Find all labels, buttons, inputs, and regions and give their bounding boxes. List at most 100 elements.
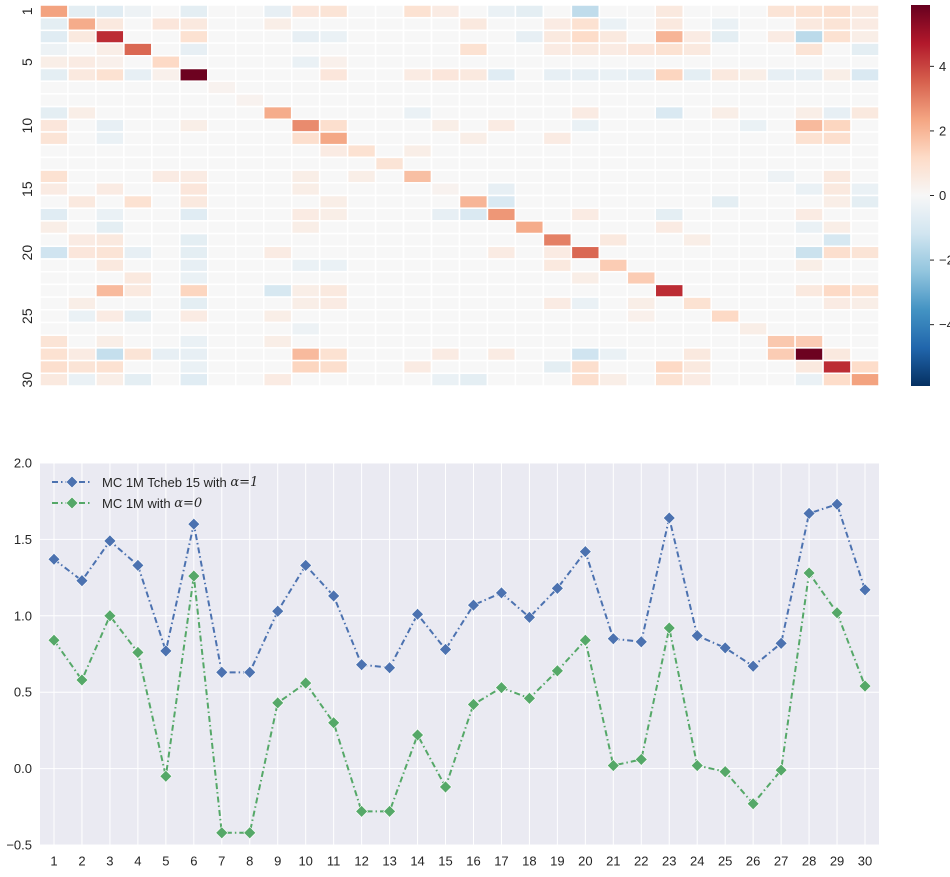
- heatmap-cell: [458, 93, 489, 108]
- heatmap-cell: [95, 143, 125, 159]
- x-tick-label: 7: [218, 854, 225, 869]
- heatmap-cell: [346, 169, 377, 184]
- heatmap-cell: [682, 220, 712, 235]
- heatmap-cell: [430, 93, 461, 108]
- heatmap-cell: [486, 80, 517, 95]
- heatmap-cell: [542, 131, 573, 146]
- heatmap-cell: [67, 80, 97, 95]
- heatmap-cell: [794, 131, 824, 146]
- heatmap-cell: [598, 220, 629, 235]
- heatmap-cell: [654, 283, 684, 298]
- x-tick-label: 12: [354, 854, 368, 869]
- heatmap-cell: [39, 359, 69, 375]
- heatmap-cell: [514, 334, 545, 349]
- heatmap-row-label: 1: [19, 7, 35, 15]
- heatmap-cell: [654, 296, 684, 311]
- heatmap-cell: [794, 194, 824, 209]
- heatmap-cell: [262, 232, 293, 248]
- heatmap-cell: [542, 207, 573, 222]
- heatmap-cell: [542, 80, 573, 95]
- heatmap-cell: [318, 105, 349, 121]
- heatmap-cell: [626, 93, 657, 108]
- heatmap-cell: [402, 258, 433, 273]
- heatmap-cell: [626, 245, 657, 260]
- heatmap-cell: [179, 80, 209, 95]
- heatmap-cell: [570, 334, 601, 349]
- heatmap-cell: [374, 118, 405, 133]
- heatmap-cell: [430, 194, 461, 209]
- heatmap-cell: [654, 359, 684, 375]
- heatmap-cell: [682, 309, 712, 324]
- heatmap-cell: [654, 232, 684, 248]
- heatmap-cell: [67, 55, 97, 70]
- heatmap-cell: [486, 232, 517, 248]
- heatmap-cell: [710, 347, 740, 362]
- heatmap-cell: [458, 80, 489, 95]
- heatmap-cell: [430, 55, 461, 70]
- heatmap-cell: [402, 143, 433, 159]
- heatmap-cell: [486, 220, 517, 235]
- x-tick-label: 27: [774, 854, 788, 869]
- heatmap-cell: [598, 16, 629, 32]
- heatmap-cell: [374, 55, 405, 70]
- heatmap-cell: [514, 118, 545, 133]
- heatmap-cell: [598, 194, 629, 209]
- heatmap-cell: [850, 67, 880, 82]
- heatmap-cell: [318, 283, 349, 298]
- colorbar: 4 2 0 −2 −4: [911, 5, 950, 386]
- series-1-point: [187, 517, 201, 531]
- heatmap-cell: [374, 258, 405, 273]
- heatmap-cell: [207, 4, 237, 19]
- heatmap-cell: [654, 169, 684, 184]
- heatmap-cell: [654, 55, 684, 70]
- heatmap-cell: [850, 80, 880, 95]
- heatmap-cell: [458, 118, 489, 133]
- heatmap-cell: [402, 169, 433, 184]
- heatmap-cell: [766, 105, 796, 121]
- heatmap-cell: [738, 55, 768, 70]
- heatmap-cell: [486, 4, 517, 19]
- series-1-point: [439, 642, 452, 656]
- heatmap-cell: [682, 169, 712, 184]
- heatmap-cell: [235, 359, 265, 375]
- heatmap-cell: [430, 207, 461, 222]
- heatmap-cell: [374, 16, 405, 32]
- heatmap-cell: [486, 258, 517, 273]
- heatmap-cell: [514, 359, 545, 375]
- heatmap-cell: [123, 93, 153, 108]
- heatmap-cell: [514, 131, 545, 146]
- heatmap-cell: [486, 207, 517, 222]
- heatmap-cell: [39, 182, 69, 197]
- x-tick-label: 18: [522, 854, 536, 869]
- heatmap-cell: [235, 16, 265, 32]
- heatmap-cell: [151, 207, 181, 222]
- heatmap-cell: [290, 55, 321, 70]
- heatmap-cell: [123, 67, 153, 82]
- heatmap-cell: [290, 67, 321, 82]
- series-1-point: [830, 497, 844, 511]
- heatmap-cell: [207, 55, 237, 70]
- heatmap-cell: [123, 232, 153, 248]
- heatmap-cell: [626, 143, 657, 159]
- heatmap-cell: [766, 93, 796, 108]
- heatmap-cell: [235, 143, 265, 159]
- series-1-point: [578, 545, 592, 559]
- heatmap-cell: [822, 131, 852, 146]
- series-2-point: [75, 673, 89, 687]
- heatmap-cell: [262, 29, 293, 44]
- heatmap-cell: [290, 372, 321, 387]
- heatmap-cell: [430, 42, 461, 57]
- heatmap-cell: [570, 80, 601, 95]
- heatmap-cell: [95, 29, 125, 44]
- heatmap-cell: [39, 232, 69, 248]
- heatmap-cell: [67, 372, 97, 387]
- heatmap-cell: [710, 359, 740, 375]
- heatmap-cell: [822, 245, 852, 260]
- heatmap-cell: [794, 42, 824, 57]
- heatmap-cell: [151, 143, 181, 159]
- heatmap-cell: [598, 156, 629, 171]
- heatmap-cell: [235, 334, 265, 349]
- heatmap-cell: [850, 372, 880, 387]
- heatmap-cell: [235, 93, 265, 108]
- heatmap-cell: [822, 283, 852, 298]
